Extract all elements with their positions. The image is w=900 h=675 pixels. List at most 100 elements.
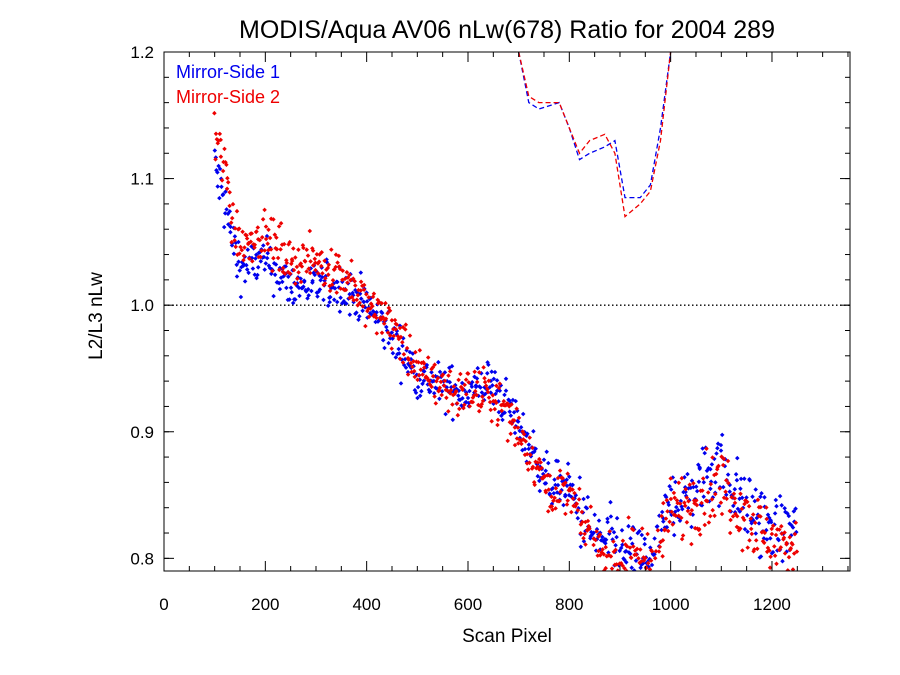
- series-2-point-80: [277, 267, 282, 273]
- series-1-point-228: [396, 351, 402, 356]
- series-2-point-254: [418, 367, 424, 372]
- series-1-point-53: [255, 272, 260, 278]
- series-1-point-618: [718, 442, 724, 448]
- series-1: [212, 52, 799, 571]
- series-1-point-315: [467, 388, 472, 394]
- series-2-point-335: [483, 383, 489, 389]
- series-2-point-458: [583, 542, 588, 547]
- series-2-point-384: [523, 439, 528, 444]
- series-2-point-209: [381, 321, 387, 326]
- series-1-point-694: [779, 503, 784, 508]
- series-2-point-112: [302, 259, 308, 264]
- series-2-point-143: [327, 288, 333, 294]
- series-2-point-560: [680, 533, 686, 538]
- chart-title: MODIS/Aqua AV06 nLw(678) Ratio for 2004 …: [239, 16, 775, 44]
- series-1-point-294: [450, 417, 456, 423]
- series-2-point-476: [601, 552, 607, 557]
- series-1-point-236: [403, 365, 409, 370]
- series-2-point-651: [755, 546, 760, 552]
- series-1-point-593: [697, 465, 702, 470]
- series-2-point-435: [565, 471, 570, 476]
- series-1-point-381: [520, 411, 526, 417]
- series-2-point-393: [530, 464, 536, 470]
- series-2-point-455: [581, 535, 586, 541]
- series-1-point-49: [252, 272, 258, 277]
- series-2-point-273: [433, 401, 439, 406]
- series-2-point-162: [343, 287, 349, 293]
- series-1-point-383: [522, 446, 528, 452]
- series-2-point-252: [416, 372, 422, 378]
- series-2-point-564: [684, 520, 690, 525]
- series-2-point-593: [708, 513, 713, 519]
- series-2-point-229: [397, 356, 403, 362]
- series-2-point-351: [496, 385, 502, 391]
- series-1-point-65: [264, 255, 270, 261]
- series-1-point-620: [719, 432, 725, 438]
- series-1-point-109: [301, 284, 306, 289]
- series-2-point-326: [476, 408, 482, 414]
- series-1-point-635: [732, 486, 738, 492]
- series-2-point-308: [462, 402, 467, 408]
- series-1-point-546: [659, 509, 665, 515]
- series-1-point-606: [708, 486, 713, 492]
- series-2-point-303: [458, 371, 463, 377]
- series-2-point-441: [570, 487, 575, 492]
- series-1-point-255: [419, 388, 424, 394]
- series-1-point-681: [768, 519, 774, 525]
- legend-item-mirror-side-2: Mirror-Side 2: [176, 87, 280, 107]
- series-1-point-665: [756, 521, 762, 526]
- series-1-point-370: [512, 430, 518, 436]
- series-2-point-85: [280, 265, 286, 271]
- series-2-point-187: [364, 292, 369, 297]
- series-1-point-598: [701, 480, 707, 485]
- series-2-point-136: [322, 281, 328, 286]
- series-2-point-237: [404, 345, 410, 351]
- series-2-point-482: [607, 529, 612, 534]
- series-1-point-450: [577, 475, 583, 480]
- series-1-point-41: [245, 247, 251, 252]
- series-2-point-195: [370, 294, 376, 300]
- series-2-point-478: [603, 565, 608, 571]
- series-2-point-259: [421, 365, 427, 370]
- x-tick-label-400: 400: [352, 595, 380, 614]
- series-1-point-355: [500, 417, 505, 423]
- series-1-point-212: [384, 324, 389, 330]
- series-1-point-371: [513, 398, 518, 404]
- series-2-point-440: [569, 509, 574, 515]
- series-1-point-489: [608, 514, 614, 519]
- series-2-point-376: [516, 415, 522, 421]
- series-2-point-627: [734, 513, 740, 519]
- series-1-point-293: [449, 363, 455, 369]
- series-2-point-184: [361, 287, 367, 292]
- series-2-point-382: [521, 431, 527, 437]
- series-1-point-325: [475, 365, 480, 371]
- series-2-point-670: [769, 531, 775, 537]
- series-1-point-278: [437, 369, 443, 375]
- series-2-point-558: [679, 475, 685, 481]
- series-2-point-295: [451, 384, 457, 389]
- series-2-point-234: [401, 352, 407, 357]
- series-1-point-418: [551, 491, 557, 496]
- series-2-point-242: [408, 360, 414, 366]
- series-2-point-485: [609, 566, 615, 571]
- series-1-point-349: [494, 378, 500, 383]
- series-1-point-346: [492, 369, 498, 375]
- series-1-point-94: [288, 285, 294, 291]
- series-2-point-122: [310, 263, 316, 268]
- series-2-point-183: [360, 304, 366, 309]
- series-1-point-561: [671, 532, 677, 538]
- series-2-point-536: [661, 500, 666, 506]
- series-1-point-230: [398, 381, 404, 386]
- series-2-point-181: [358, 279, 364, 285]
- series-2-point-287: [445, 388, 450, 394]
- series-2-point-361: [505, 438, 510, 444]
- series-2-point-225: [394, 322, 400, 327]
- series-2-point-265: [427, 378, 432, 383]
- series-2-point-158: [340, 268, 345, 273]
- series-2-point-568: [687, 482, 692, 487]
- series-1-point-511: [628, 536, 633, 541]
- series-1-point-152: [335, 279, 340, 285]
- series-2-point-402: [538, 460, 543, 465]
- series-2-point-338: [486, 378, 492, 384]
- series-2-point-65: [265, 241, 270, 246]
